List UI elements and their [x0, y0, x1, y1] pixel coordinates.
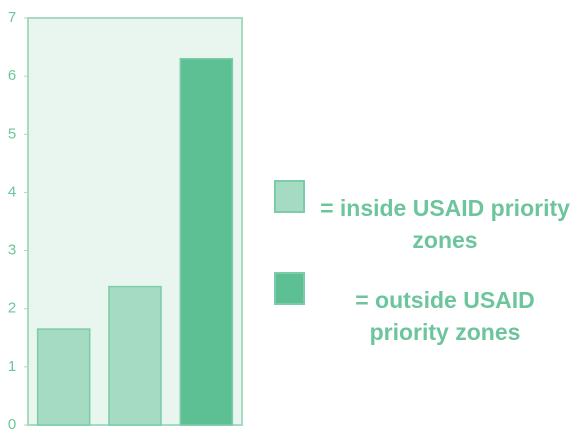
- y-tick-label: 0: [8, 416, 16, 430]
- y-tick-label: 4: [8, 183, 16, 200]
- y-tick-label: 1: [8, 358, 16, 375]
- legend-swatch: [274, 180, 305, 213]
- y-tick-label: 7: [8, 9, 16, 26]
- legend-label: = outside USAID priority zones: [355, 287, 535, 345]
- y-tick-label: 2: [8, 300, 16, 317]
- legend-label: = inside USAID priority zones: [320, 195, 570, 253]
- bar: [179, 57, 234, 426]
- y-tick-label: 6: [8, 67, 16, 84]
- bar: [36, 328, 91, 426]
- y-tick-label: 3: [8, 242, 16, 259]
- legend-swatch: [274, 272, 305, 305]
- y-tick-label: 5: [8, 125, 16, 142]
- bar: [108, 285, 162, 426]
